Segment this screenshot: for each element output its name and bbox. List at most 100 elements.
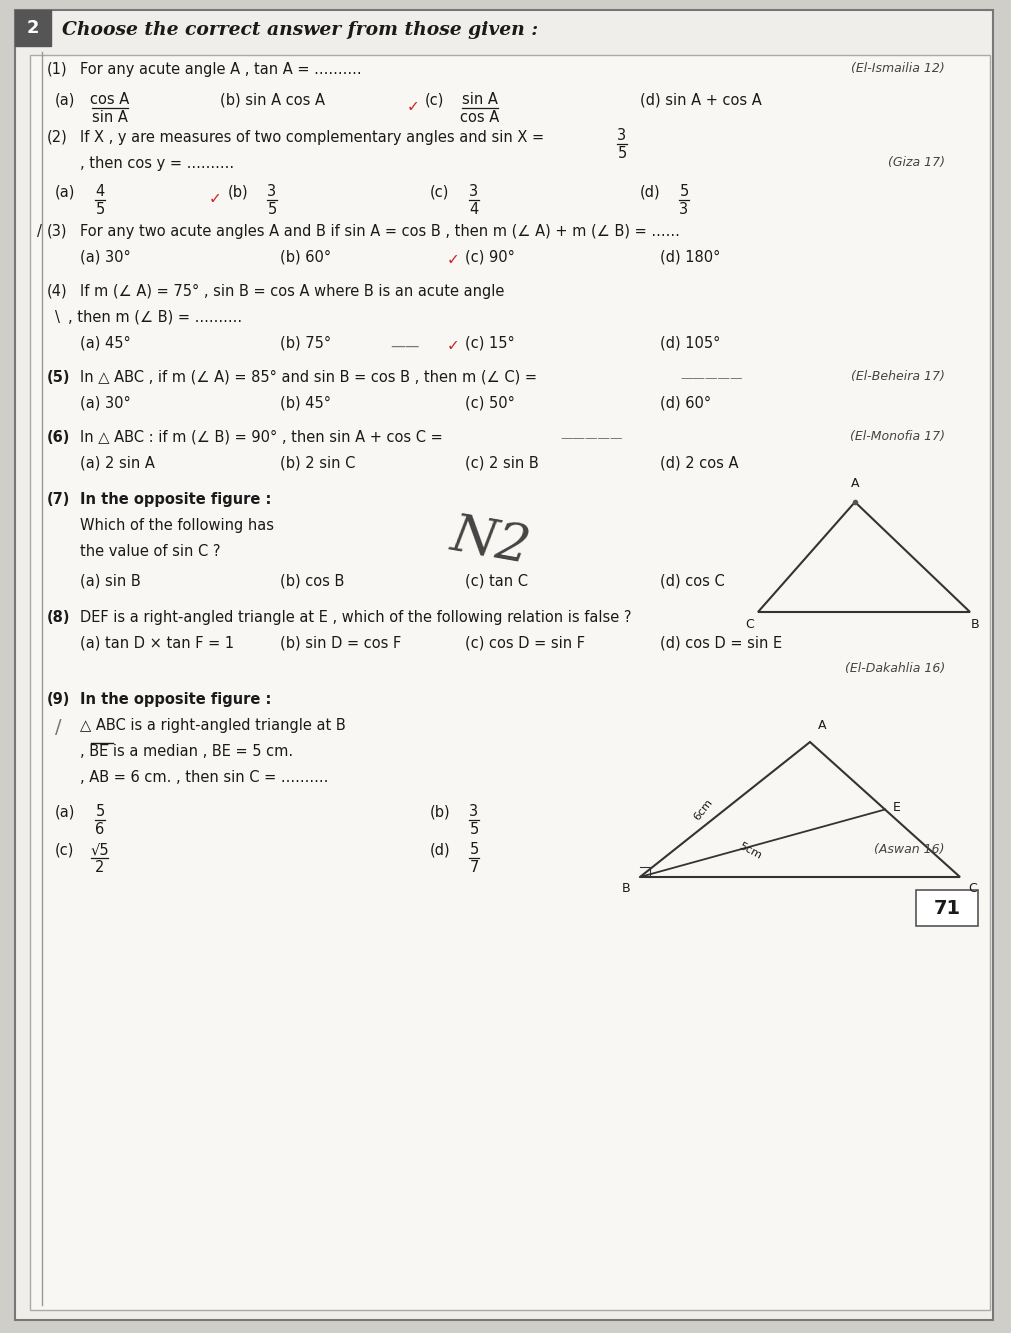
Text: ✓: ✓ <box>446 252 459 268</box>
Text: (d): (d) <box>430 842 450 857</box>
Text: sin A: sin A <box>92 109 127 124</box>
Text: 4: 4 <box>95 184 104 200</box>
Text: 6: 6 <box>95 821 104 837</box>
Text: ✓: ✓ <box>208 192 221 207</box>
Text: /: / <box>55 718 62 737</box>
Text: (El-Dakahlia 16): (El-Dakahlia 16) <box>844 663 944 674</box>
Text: (8): (8) <box>47 611 71 625</box>
Text: cos A: cos A <box>460 109 499 124</box>
Text: 3: 3 <box>469 184 478 200</box>
Text: —————: ————— <box>679 372 742 385</box>
Text: 3: 3 <box>678 201 687 216</box>
Text: 5: 5 <box>469 821 478 837</box>
Text: 6cm: 6cm <box>691 797 714 822</box>
Text: N2: N2 <box>446 511 533 575</box>
Text: (Aswan 16): (Aswan 16) <box>874 844 944 857</box>
Text: (d) 105°: (d) 105° <box>659 336 720 351</box>
Text: (b): (b) <box>227 184 249 200</box>
Text: DEF is a right-angled triangle at E , which of the following relation is false ?: DEF is a right-angled triangle at E , wh… <box>80 611 631 625</box>
Text: (b) sin A cos A: (b) sin A cos A <box>219 92 325 108</box>
Text: , AB = 6 cm. , then sin C = ..........: , AB = 6 cm. , then sin C = .......... <box>80 770 328 785</box>
Text: ——: —— <box>389 339 420 353</box>
Text: (a): (a) <box>55 184 75 200</box>
Text: (b): (b) <box>430 805 450 820</box>
Text: (a) 2 sin A: (a) 2 sin A <box>80 456 155 471</box>
Text: (a): (a) <box>55 805 75 820</box>
Text: In the opposite figure :: In the opposite figure : <box>80 492 271 507</box>
Text: 5: 5 <box>95 805 104 820</box>
Text: 3: 3 <box>267 184 276 200</box>
Text: 4: 4 <box>469 201 478 216</box>
Text: In △ ABC : if m (∠ B) = 90° , then sin A + cos C =: In △ ABC : if m (∠ B) = 90° , then sin A… <box>80 431 443 445</box>
Text: A: A <box>817 718 826 732</box>
Text: 2: 2 <box>95 860 104 874</box>
Text: E: E <box>892 801 900 814</box>
Text: (3): (3) <box>47 224 68 239</box>
Text: (5): (5) <box>47 371 71 385</box>
Text: B: B <box>621 882 630 894</box>
Text: (El-Monofia 17): (El-Monofia 17) <box>849 431 944 443</box>
Text: (d) 180°: (d) 180° <box>659 251 720 265</box>
Text: In the opposite figure :: In the opposite figure : <box>80 692 271 706</box>
FancyBboxPatch shape <box>15 11 992 1320</box>
Text: (7): (7) <box>47 492 71 507</box>
Text: 5: 5 <box>617 145 626 160</box>
Text: B: B <box>970 619 979 631</box>
Text: cos A: cos A <box>90 92 129 108</box>
Text: For any two acute angles A and B if sin A = cos B , then m (∠ A) + m (∠ B) = ...: For any two acute angles A and B if sin … <box>80 224 679 239</box>
Text: (b) 45°: (b) 45° <box>280 396 331 411</box>
Text: (a) 45°: (a) 45° <box>80 336 130 351</box>
Text: (d): (d) <box>639 184 660 200</box>
Text: (a): (a) <box>55 92 75 108</box>
Text: (a) sin B: (a) sin B <box>80 575 141 589</box>
Text: /: / <box>37 224 41 239</box>
Text: (d) sin A + cos A: (d) sin A + cos A <box>639 92 761 108</box>
Text: (d) 60°: (d) 60° <box>659 396 711 411</box>
Text: (1): (1) <box>47 63 68 77</box>
Text: (El-Ismailia 12): (El-Ismailia 12) <box>850 63 944 75</box>
Text: (c) tan C: (c) tan C <box>464 575 528 589</box>
Text: (2): (2) <box>47 131 68 145</box>
Text: , then m (∠ B) = ..........: , then m (∠ B) = .......... <box>68 311 242 325</box>
Text: (c) 90°: (c) 90° <box>464 251 515 265</box>
Text: (c): (c) <box>55 842 74 857</box>
Text: (d) cos D = sin E: (d) cos D = sin E <box>659 636 782 651</box>
Text: the value of sin C ?: the value of sin C ? <box>80 544 220 559</box>
Text: (El-Beheira 17): (El-Beheira 17) <box>850 371 944 383</box>
Text: (c) cos D = sin F: (c) cos D = sin F <box>464 636 584 651</box>
Text: ✓: ✓ <box>406 100 419 115</box>
Text: (4): (4) <box>47 284 68 299</box>
Text: (a) 30°: (a) 30° <box>80 251 130 265</box>
Text: (a) tan D × tan F = 1: (a) tan D × tan F = 1 <box>80 636 234 651</box>
Text: Choose the correct answer from those given :: Choose the correct answer from those giv… <box>62 21 538 39</box>
Text: 2: 2 <box>26 19 39 37</box>
Text: 71: 71 <box>932 898 959 917</box>
Text: (c): (c) <box>75 842 94 857</box>
Text: (c) 50°: (c) 50° <box>464 396 515 411</box>
Text: , BE̅ is a median , BE = 5 cm.: , BE̅ is a median , BE = 5 cm. <box>80 744 293 758</box>
Text: C: C <box>745 619 753 631</box>
Text: 5: 5 <box>95 201 104 216</box>
FancyBboxPatch shape <box>30 55 989 1310</box>
Text: (d) 2 cos A: (d) 2 cos A <box>659 456 738 471</box>
Text: For any acute angle A , tan A = ..........: For any acute angle A , tan A = ........… <box>80 63 361 77</box>
Text: (6): (6) <box>47 431 71 445</box>
Text: If X , y are measures of two complementary angles and sin X =: If X , y are measures of two complementa… <box>80 131 544 145</box>
Text: 3: 3 <box>617 128 626 144</box>
Text: (b) 75°: (b) 75° <box>280 336 331 351</box>
Text: (c) 2 sin B: (c) 2 sin B <box>464 456 538 471</box>
Text: A: A <box>850 477 858 491</box>
Text: In △ ABC , if m (∠ A) = 85° and sin B = cos B , then m (∠ C) =: In △ ABC , if m (∠ A) = 85° and sin B = … <box>80 371 537 385</box>
Text: , then cos y = ..........: , then cos y = .......... <box>80 156 234 171</box>
Text: 5: 5 <box>267 201 276 216</box>
Text: √5: √5 <box>91 842 109 857</box>
Text: 5cm: 5cm <box>737 841 762 861</box>
Text: If m (∠ A) = 75° , sin B = cos A where B is an acute angle: If m (∠ A) = 75° , sin B = cos A where B… <box>80 284 503 299</box>
Text: \: \ <box>55 311 60 325</box>
Text: C: C <box>968 882 976 894</box>
Text: (c): (c) <box>430 184 449 200</box>
Text: (d) cos C: (d) cos C <box>659 575 724 589</box>
Text: 5: 5 <box>469 842 478 857</box>
Text: (c): (c) <box>425 92 444 108</box>
Bar <box>15 11 51 47</box>
